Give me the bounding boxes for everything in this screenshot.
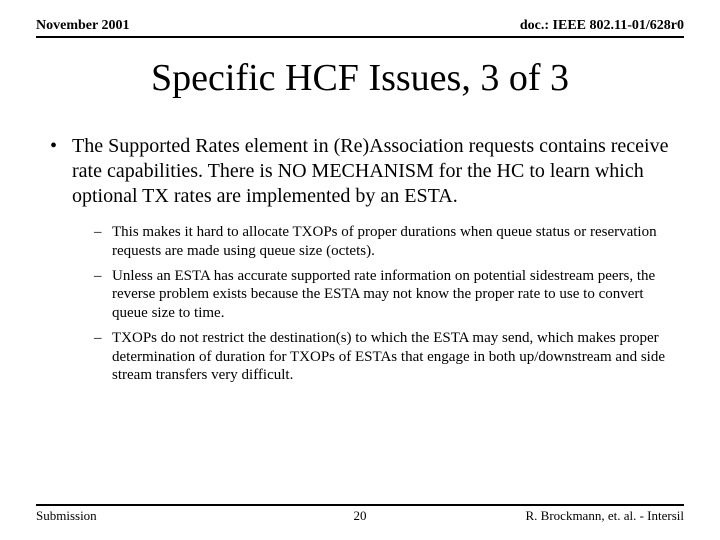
- footer-author: R. Brockmann, et. al. - Intersil: [526, 508, 685, 524]
- bullet-dash-icon: –: [94, 267, 112, 323]
- main-bullet: • The Supported Rates element in (Re)Ass…: [50, 134, 676, 209]
- bullet-dot-icon: •: [50, 134, 72, 209]
- slide-page: November 2001 doc.: IEEE 802.11-01/628r0…: [0, 0, 720, 540]
- sub-bullet-list: – This makes it hard to allocate TXOPs o…: [94, 223, 676, 385]
- slide-title: Specific HCF Issues, 3 of 3: [36, 56, 684, 100]
- sub-bullet-text: Unless an ESTA has accurate supported ra…: [112, 267, 676, 323]
- main-bullet-text: The Supported Rates element in (Re)Assoc…: [72, 134, 676, 209]
- footer-left: Submission: [36, 508, 97, 524]
- bullet-dash-icon: –: [94, 223, 112, 261]
- sub-bullet: – Unless an ESTA has accurate supported …: [94, 267, 676, 323]
- slide-footer: Submission 20 R. Brockmann, et. al. - In…: [36, 504, 684, 524]
- bullet-dash-icon: –: [94, 329, 112, 385]
- sub-bullet: – TXOPs do not restrict the destination(…: [94, 329, 676, 385]
- slide-header: November 2001 doc.: IEEE 802.11-01/628r0: [36, 18, 684, 38]
- sub-bullet-text: TXOPs do not restrict the destination(s)…: [112, 329, 676, 385]
- sub-bullet: – This makes it hard to allocate TXOPs o…: [94, 223, 676, 261]
- sub-bullet-text: This makes it hard to allocate TXOPs of …: [112, 223, 676, 261]
- header-doc-id: doc.: IEEE 802.11-01/628r0: [520, 18, 684, 34]
- header-date: November 2001: [36, 18, 129, 34]
